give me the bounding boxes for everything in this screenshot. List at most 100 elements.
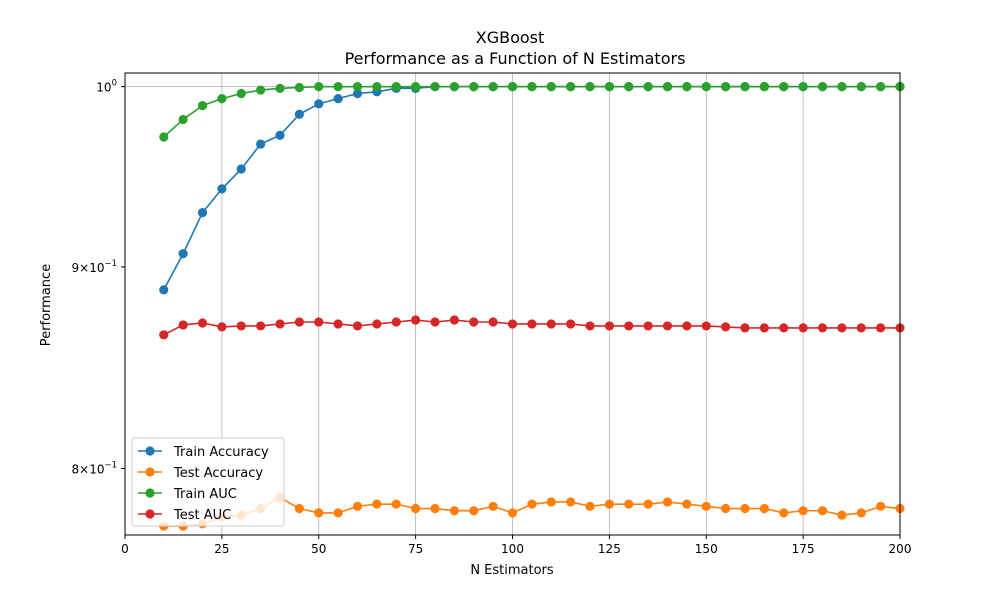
data-point-test-auc (333, 319, 343, 329)
data-point-test-auc (469, 317, 479, 327)
data-point-train-auc (566, 82, 576, 92)
data-point-train-auc (662, 82, 673, 92)
data-point-train-auc (275, 83, 285, 93)
data-point-train-auc (798, 82, 808, 92)
data-point-test-auc (876, 323, 886, 333)
data-point-test-auc (604, 321, 614, 331)
y-tick-label-base: 9 (71, 261, 79, 275)
data-point-test-auc (682, 321, 692, 331)
data-point-test-accuracy (876, 501, 886, 511)
data-point-train-auc (779, 82, 789, 92)
data-point-train-auc (352, 82, 363, 92)
x-tick-label: 150 (695, 542, 718, 556)
data-point-test-auc (798, 323, 808, 333)
y-tick-label: 8×10−1 (71, 460, 117, 476)
y-tick-label: 9×10−1 (71, 259, 117, 275)
data-point-train-auc (294, 82, 304, 93)
data-point-train-auc (197, 100, 208, 111)
data-point-train-auc (817, 82, 828, 92)
data-point-train-auc (314, 82, 324, 92)
data-point-train-auc (643, 82, 653, 92)
data-point-test-accuracy (372, 499, 382, 509)
data-point-test-auc (856, 323, 866, 333)
data-point-train-auc (469, 82, 479, 92)
data-point-test-accuracy (352, 501, 363, 511)
data-point-test-accuracy (682, 499, 692, 509)
data-point-test-accuracy (391, 499, 401, 509)
data-point-train-auc (391, 82, 401, 92)
data-point-train-auc (876, 82, 886, 92)
data-point-test-auc (488, 317, 498, 327)
data-point-test-auc (178, 320, 188, 330)
x-tick-label: 200 (889, 542, 912, 556)
data-point-test-accuracy (779, 508, 789, 518)
data-point-test-auc (759, 323, 769, 333)
data-point-test-accuracy (759, 503, 769, 514)
data-point-train-auc (759, 82, 769, 92)
data-point-test-accuracy (856, 508, 866, 518)
data-point-test-auc (779, 323, 789, 333)
data-point-train-auc (333, 82, 343, 92)
data-point-test-auc (701, 321, 711, 331)
legend-label-train-auc: Train AUC (173, 487, 237, 502)
data-point-train-accuracy (197, 208, 208, 218)
data-point-test-accuracy (294, 503, 304, 514)
data-point-test-accuracy (566, 497, 576, 507)
data-point-test-accuracy (488, 501, 498, 511)
data-point-test-auc (352, 321, 363, 331)
data-point-test-accuracy (546, 497, 556, 507)
y-tick-label-ten: 10 (96, 81, 111, 95)
data-point-train-auc (585, 82, 595, 92)
y-tick-label-exp: −1 (104, 259, 117, 269)
x-tick-label: 0 (121, 542, 129, 556)
series-line-train-accuracy (163, 85, 900, 291)
series-test-auc (159, 315, 905, 340)
data-point-train-auc (546, 82, 556, 92)
data-point-train-auc (527, 82, 537, 92)
data-point-train-auc (449, 82, 459, 92)
y-tick-label-exp: −1 (104, 460, 117, 470)
data-point-test-auc (372, 319, 382, 329)
data-point-test-accuracy (798, 506, 808, 516)
data-point-train-accuracy (294, 109, 304, 119)
legend-marker-test-auc (145, 509, 155, 519)
chart-title: XGBoost (476, 28, 545, 47)
y-tick-label-base: 8 (71, 462, 79, 476)
data-point-train-auc (604, 82, 614, 92)
y-axis-label: Performance (39, 264, 54, 346)
data-point-train-accuracy (333, 94, 343, 104)
data-point-train-accuracy (314, 99, 324, 109)
legend-item-train-accuracy: Train Accuracy (138, 445, 269, 460)
data-point-train-accuracy (178, 249, 188, 259)
data-point-test-auc (411, 315, 421, 325)
data-point-test-auc (256, 321, 266, 331)
data-point-train-auc (856, 82, 866, 92)
data-point-test-auc (837, 323, 847, 333)
data-point-test-accuracy (837, 510, 847, 520)
x-tick-label: 75 (408, 542, 423, 556)
data-point-test-auc (236, 321, 246, 331)
data-point-train-accuracy (256, 139, 266, 149)
y-tick-label-exp: 0 (112, 79, 117, 89)
data-point-test-auc (314, 317, 324, 327)
data-point-test-accuracy (740, 503, 750, 514)
data-point-train-auc (507, 82, 518, 92)
legend-box (131, 437, 285, 527)
series-train-auc (159, 82, 905, 142)
data-point-train-auc (430, 82, 440, 92)
data-point-train-auc (217, 94, 227, 104)
legend-label-test-accuracy: Test Accuracy (173, 466, 263, 481)
y-axis-ticks: 8×10−1 9×10−1 100 (71, 79, 125, 476)
data-point-test-accuracy (624, 499, 634, 509)
data-point-train-auc (740, 82, 750, 92)
data-point-test-auc (643, 321, 653, 331)
chart-subtitle: Performance as a Function of N Estimator… (345, 49, 686, 68)
data-point-test-auc (817, 323, 828, 333)
x-tick-label: 125 (598, 542, 621, 556)
data-point-test-accuracy (604, 499, 614, 509)
legend-item-test-accuracy: Test Accuracy (138, 466, 263, 481)
y-tick-label-times: × (79, 261, 89, 275)
data-point-test-auc (527, 319, 537, 329)
legend-marker-train-accuracy (145, 446, 155, 456)
data-point-test-auc (391, 317, 401, 327)
